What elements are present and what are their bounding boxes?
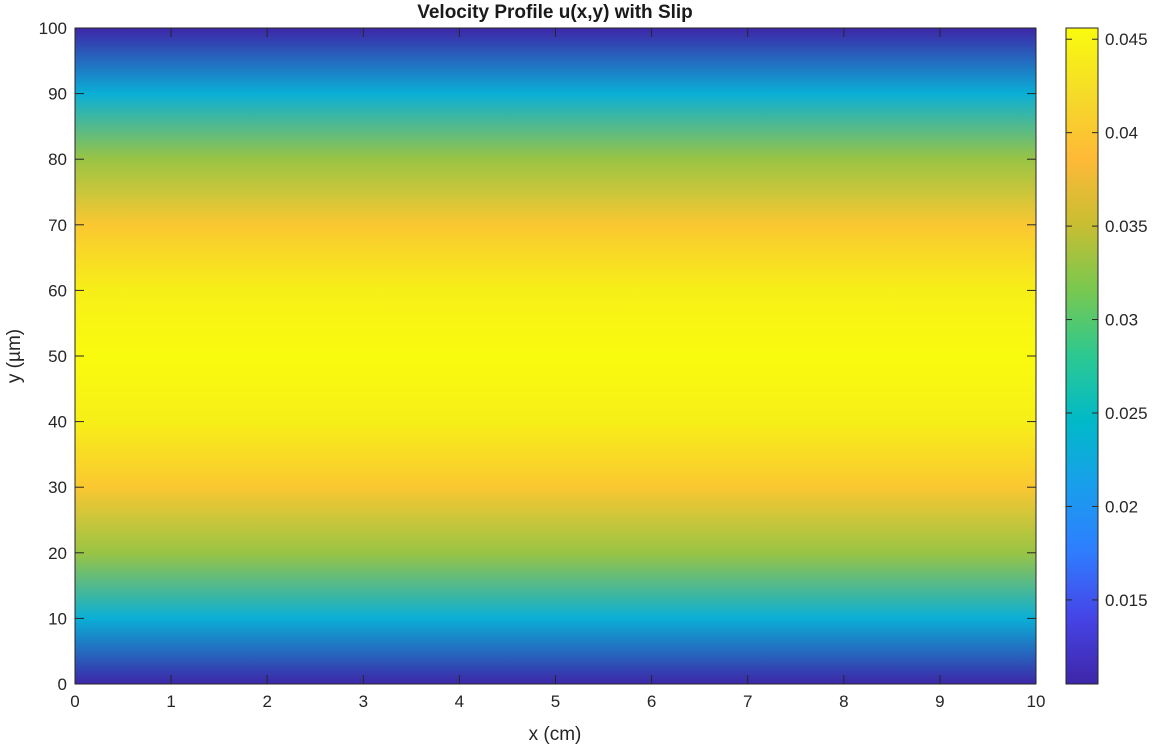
y-tick-label: 80 (48, 150, 67, 169)
colorbar-tick-label: 0.015 (1105, 591, 1148, 610)
x-tick-label: 6 (647, 692, 656, 711)
y-tick-label: 100 (39, 19, 67, 38)
x-tick-label: 9 (935, 692, 944, 711)
x-tick-label: 3 (359, 692, 368, 711)
y-axis-ticks: 0 10 20 30 40 50 60 70 80 90 100 (39, 19, 1036, 694)
y-tick-label: 40 (48, 413, 67, 432)
colorbar-frame (1065, 27, 1099, 685)
colorbar (1066, 28, 1098, 684)
x-tick-label: 4 (455, 692, 464, 711)
y-tick-label: 60 (48, 281, 67, 300)
x-axis-ticks: 0 1 2 3 4 5 6 7 8 9 10 (70, 28, 1045, 711)
colorbar-tick-label: 0.035 (1105, 217, 1148, 236)
y-tick-label: 10 (48, 609, 67, 628)
y-tick-label: 90 (48, 85, 67, 104)
chart-title: Velocity Profile u(x,y) with Slip (417, 2, 693, 23)
y-tick-label: 20 (48, 544, 67, 563)
x-tick-label: 5 (551, 692, 560, 711)
colorbar-tick-label: 0.025 (1105, 404, 1148, 423)
colorbar-tick-label: 0.04 (1105, 124, 1138, 143)
colorbar-tick-label: 0.045 (1105, 30, 1148, 49)
y-tick-label: 0 (58, 675, 67, 694)
colorbar-tick-label: 0.02 (1105, 497, 1138, 516)
y-tick-label: 70 (48, 216, 67, 235)
x-tick-label: 0 (70, 692, 79, 711)
y-tick-label: 50 (48, 347, 67, 366)
x-tick-label: 2 (262, 692, 271, 711)
x-tick-label: 7 (743, 692, 752, 711)
x-tick-label: 10 (1027, 692, 1046, 711)
colorbar-ticks: 0.015 0.02 0.025 0.03 0.035 0.04 0.045 (1066, 30, 1148, 610)
heatmap-field (75, 28, 1036, 684)
x-tick-label: 1 (166, 692, 175, 711)
y-axis-label: y (µm) (4, 329, 25, 383)
x-axis-label: x (cm) (529, 724, 582, 745)
x-tick-label: 8 (839, 692, 848, 711)
y-tick-label: 30 (48, 478, 67, 497)
colorbar-tick-label: 0.03 (1105, 311, 1138, 330)
